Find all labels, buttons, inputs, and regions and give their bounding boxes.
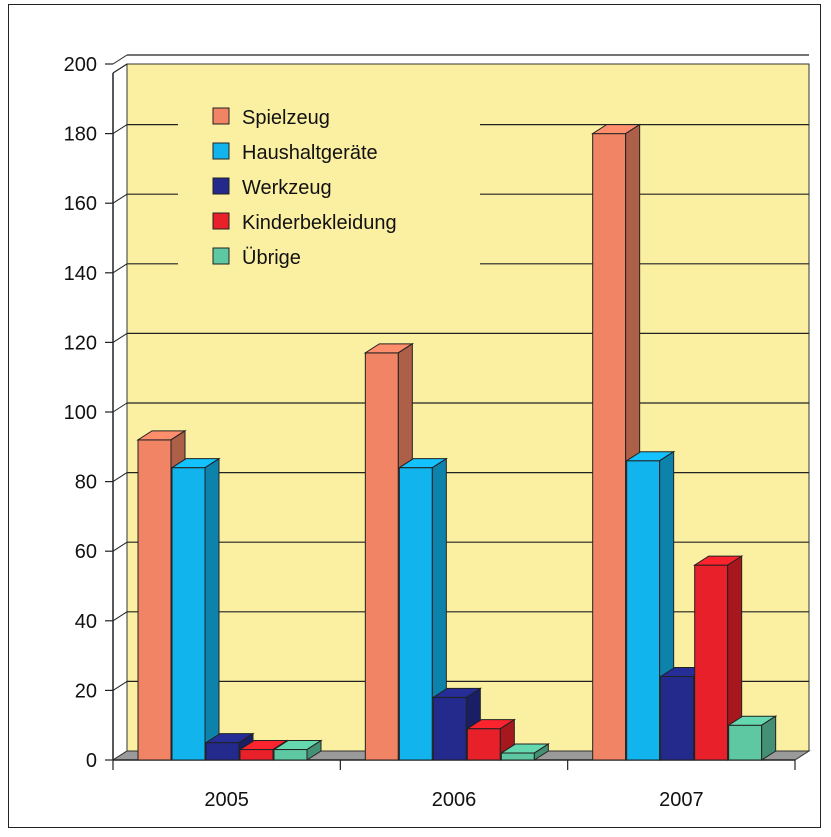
legend-item: Kinderbekleidung (212, 212, 397, 234)
bar-front (239, 749, 274, 761)
y-tick-link (112, 54, 128, 65)
y-tick-label: 60 (75, 541, 97, 563)
legend-label: Spielzeug (242, 107, 330, 129)
y-tick-link (112, 124, 128, 135)
y-tick-label: 80 (75, 472, 97, 494)
bars (136, 123, 778, 761)
y-tick-label: 100 (64, 402, 97, 424)
bar-front (364, 352, 399, 761)
y-tick-link (112, 611, 128, 622)
bar (397, 457, 449, 761)
y-tick-label: 160 (64, 193, 97, 215)
legend: Spielzeug Haushaltgeräte Werkzeug Kinderbek… (178, 94, 480, 273)
bar (170, 457, 221, 761)
y-tick-link (112, 541, 128, 552)
y-tick-link (112, 472, 128, 483)
bar-front (626, 460, 661, 761)
y-tick-label: 20 (75, 680, 97, 702)
gridlines (127, 54, 809, 683)
bar (499, 743, 551, 761)
legend-swatch (212, 177, 230, 195)
legend-swatch (212, 247, 230, 265)
bar-front (660, 675, 695, 761)
y-tick-label: 180 (64, 124, 97, 146)
bar-side (306, 739, 322, 761)
x-tick-label: 2007 (659, 789, 704, 811)
bar-front (205, 742, 240, 761)
legend-label: Haushaltgeräte (242, 142, 378, 164)
legend-item: Werkzeug (212, 177, 332, 199)
bar (726, 715, 778, 761)
bar-front (728, 724, 763, 761)
legend-item: Spielzeug (212, 107, 330, 129)
bar-front (171, 467, 206, 761)
y-tick-label: 120 (64, 332, 97, 354)
bar-front (137, 439, 172, 761)
bar (431, 687, 483, 761)
legend-swatch (212, 212, 230, 230)
legend-swatch (212, 107, 230, 125)
legend-item: Haushaltgeräte (212, 142, 378, 164)
x-tick-label: 2006 (432, 789, 477, 811)
y-tick-link (112, 193, 128, 204)
bar-front (466, 728, 501, 761)
legend-swatch (212, 142, 230, 160)
bar-side (533, 743, 549, 761)
bar-front (694, 564, 729, 761)
y-axis-top (112, 63, 128, 74)
y-tick-link (112, 402, 128, 413)
bar-front (273, 749, 308, 761)
legend-item: Übrige (212, 247, 301, 269)
y-tick-link (112, 263, 128, 274)
bar-side (204, 457, 220, 761)
y-tick-label: 0 (86, 750, 97, 772)
bar-front (500, 752, 535, 761)
bar-side (761, 715, 777, 761)
y-tick-label: 140 (64, 263, 97, 285)
bar-front (432, 696, 467, 761)
legend-label: Übrige (242, 247, 301, 269)
bar-front (592, 133, 627, 761)
x-tick-label: 2005 (204, 789, 249, 811)
y-tick-label: 40 (75, 611, 97, 633)
bar (272, 739, 323, 761)
bar-front (398, 467, 433, 761)
legend-label: Kinderbekleidung (242, 212, 397, 234)
y-tick-label: 200 (64, 54, 97, 76)
y-tick-link (112, 332, 128, 343)
y-tick-link (112, 680, 128, 691)
bar (692, 555, 744, 761)
legend-label: Werkzeug (242, 177, 332, 199)
